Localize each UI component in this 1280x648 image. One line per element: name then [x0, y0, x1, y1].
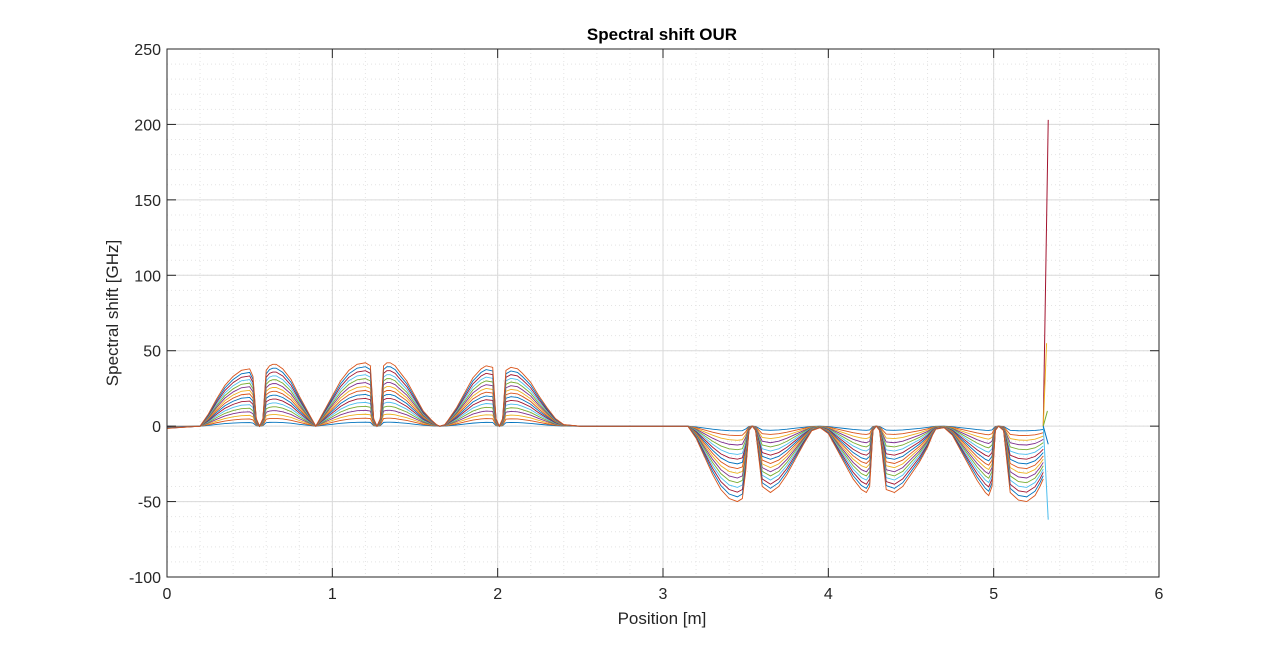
x-tick-labels: 0 1 2 3 4 5 6 [163, 586, 1164, 603]
x-tick-label: 2 [493, 586, 502, 603]
y-tick-labels: -100 -50 0 50 100 150 200 250 [129, 42, 161, 587]
x-tick-label: 6 [1155, 586, 1164, 603]
y-tick-label: 250 [134, 42, 161, 59]
y-tick-label: 0 [152, 419, 161, 436]
series-end-spike [1042, 410, 1048, 427]
chart-title: Spectral shift OUR [587, 25, 737, 44]
axes [166, 48, 1160, 578]
y-tick-label: 150 [134, 193, 161, 210]
y-tick-label: 100 [134, 268, 161, 285]
y-axis-label: Spectral shift [GHz] [103, 240, 122, 386]
y-tick-label: -100 [129, 570, 161, 587]
x-tick-label: 0 [163, 586, 172, 603]
series-end-spike [1042, 343, 1048, 427]
series-end-spike [1042, 426, 1049, 445]
x-tick-label: 5 [989, 586, 998, 603]
x-tick-label: 4 [824, 586, 833, 603]
series-end-spike [1042, 119, 1049, 427]
y-tick-label: 200 [134, 117, 161, 134]
y-tick-label: 50 [143, 344, 161, 361]
series-end-spike [1042, 426, 1049, 520]
x-tick-label: 3 [659, 586, 668, 603]
y-tick-label: -50 [138, 495, 161, 512]
series-line [166, 362, 1044, 503]
x-tick-label: 1 [328, 586, 337, 603]
x-axis-label: Position [m] [618, 609, 707, 628]
series-lines [166, 119, 1049, 520]
